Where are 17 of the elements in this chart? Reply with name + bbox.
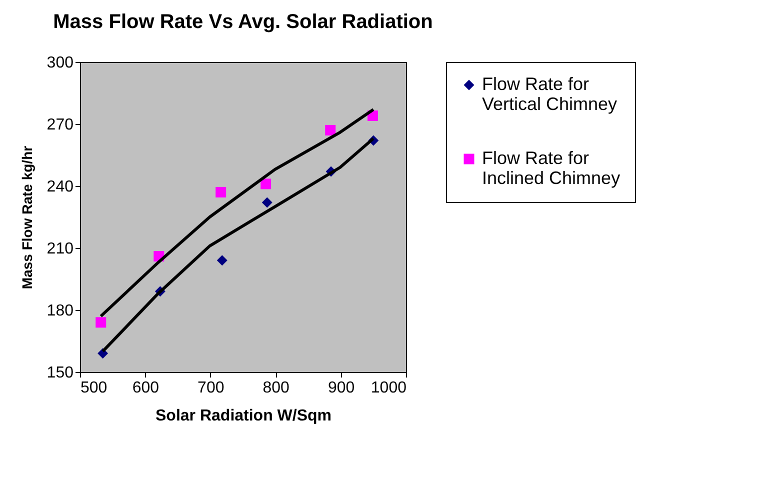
y-axis-title: Mass Flow Rate kg/hr: [18, 145, 35, 290]
y-tick-label: 210: [46, 240, 74, 258]
x-axis-title: Solar Radiation W/Sqm: [155, 408, 332, 424]
x-tick-label: 800: [262, 380, 290, 396]
chart-title: Mass Flow Rate Vs Avg. Solar Radiation: [53, 11, 433, 33]
x-tick-label: 900: [328, 380, 355, 396]
legend-label: Flow Rate for Vertical Chimney: [482, 74, 618, 114]
y-tick-label: 270: [46, 116, 74, 134]
x-tick-label: 1000: [370, 380, 407, 396]
x-tick-label: 600: [132, 380, 160, 396]
y-tick-label: 150: [46, 364, 74, 382]
y-tick-label: 240: [46, 178, 74, 196]
x-tick-label: 500: [80, 380, 108, 396]
legend-label: Flow Rate for Inclined Chimney: [482, 148, 620, 188]
y-tick-label: 180: [46, 302, 74, 320]
y-tick-label: 300: [46, 54, 74, 72]
x-tick-label: 700: [198, 380, 224, 396]
